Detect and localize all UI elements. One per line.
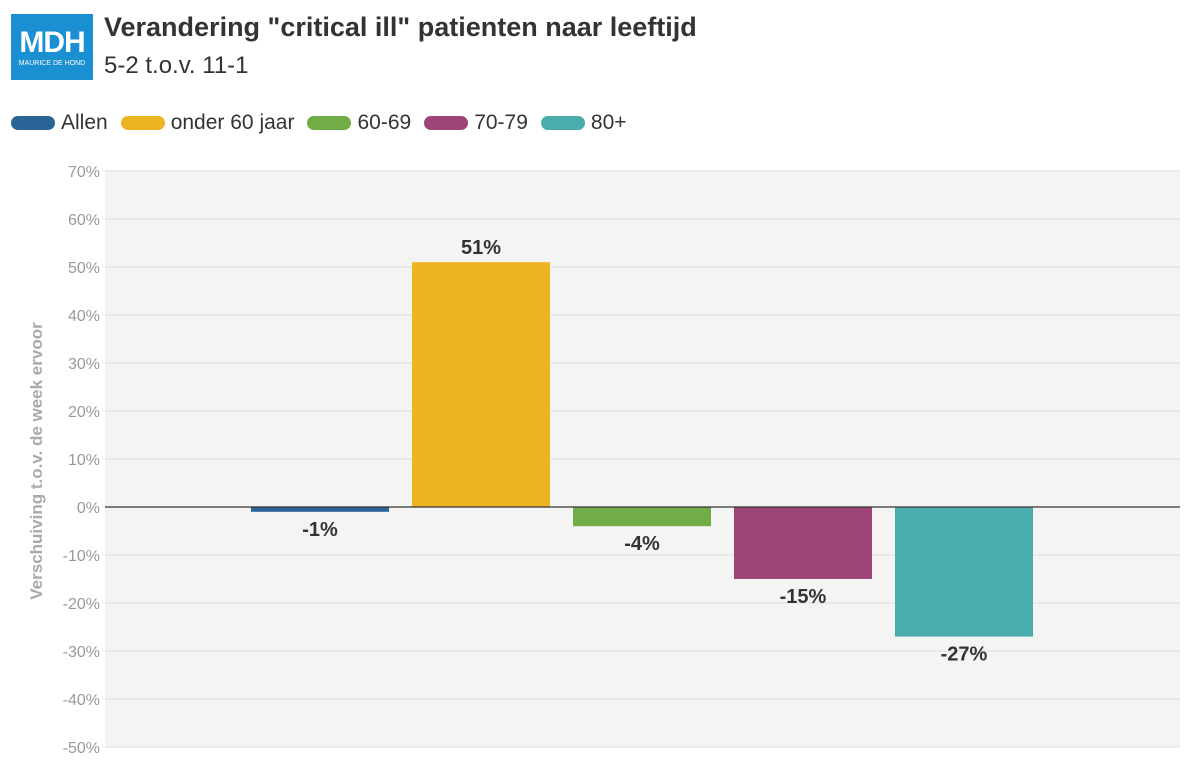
- data-label-1: 51%: [461, 237, 501, 259]
- legend-item-70-79[interactable]: 70-79: [424, 111, 528, 135]
- legend: Allen onder 60 jaar 60-69 70-79 80+: [11, 111, 640, 135]
- y-tick-label: 10%: [68, 452, 100, 469]
- legend-swatch-60-69: [307, 116, 352, 130]
- legend-label-80-plus: 80+: [590, 111, 627, 134]
- bar-1: [412, 262, 550, 507]
- legend-label-70-79: 70-79: [474, 111, 528, 134]
- y-tick-label: -40%: [63, 692, 100, 709]
- y-tick-label: 70%: [68, 164, 100, 181]
- y-tick-label: 50%: [68, 260, 100, 277]
- data-label-4: -27%: [941, 644, 988, 666]
- bar-0: [251, 507, 389, 512]
- data-label-3: -15%: [780, 586, 827, 608]
- data-label-0: -1%: [302, 519, 338, 541]
- legend-item-60-69[interactable]: 60-69: [307, 111, 411, 135]
- bar-2: [573, 507, 711, 527]
- logo-subtext: MAURICE DE HOND: [18, 60, 86, 67]
- legend-swatch-80-plus: [540, 116, 585, 130]
- legend-item-onder-60[interactable]: onder 60 jaar: [120, 111, 295, 135]
- y-tick-label: -10%: [63, 548, 100, 565]
- legend-label-allen: Allen: [61, 111, 108, 134]
- y-tick-label: 60%: [68, 212, 100, 229]
- y-axis-title: Verschuiving t.o.v. de week ervoor: [27, 322, 46, 600]
- chart-title: Verandering "critical ill" patienten naa…: [104, 12, 697, 42]
- legend-label-onder-60: onder 60 jaar: [170, 111, 295, 134]
- bar-3: [734, 507, 872, 579]
- legend-label-60-69: 60-69: [357, 111, 412, 134]
- y-tick-label: 30%: [68, 356, 100, 373]
- legend-swatch-70-79: [424, 116, 469, 130]
- legend-item-80-plus[interactable]: 80+: [540, 111, 627, 135]
- y-tick-label: -50%: [63, 740, 100, 757]
- chart-subtitle: 5-2 t.o.v. 11-1: [104, 52, 249, 79]
- y-tick-label: -30%: [63, 644, 100, 661]
- legend-item-allen[interactable]: Allen: [11, 111, 108, 135]
- mdh-logo: MDH MAURICE DE HOND: [11, 14, 93, 80]
- data-label-2: -4%: [624, 533, 660, 555]
- y-tick-label: -20%: [63, 596, 100, 613]
- legend-swatch-allen: [11, 116, 55, 130]
- y-tick-label: 0%: [77, 500, 100, 517]
- bar-4: [895, 507, 1033, 637]
- y-tick-label: 20%: [68, 404, 100, 421]
- legend-swatch-onder-60: [120, 116, 165, 130]
- logo-text: MDH: [19, 26, 85, 59]
- y-tick-label: 40%: [68, 308, 100, 325]
